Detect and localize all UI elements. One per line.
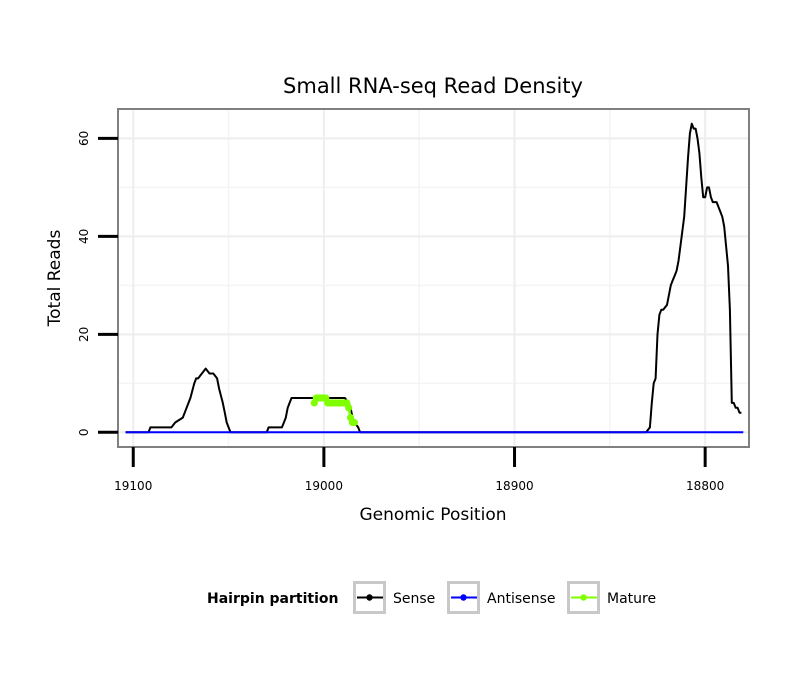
y-tick-label: 60 <box>77 131 91 146</box>
legend-point-sense <box>366 594 373 601</box>
x-tick-label: 18900 <box>495 479 533 493</box>
legend-label-antisense: Antisense <box>487 591 556 607</box>
legend: Hairpin partition Sense Antisense Mature <box>207 581 656 614</box>
x-tick-label: 19000 <box>305 479 343 493</box>
data-point-mature <box>350 418 358 427</box>
chart-title: Small RNA-seq Read Density <box>283 74 583 98</box>
y-axis-title: Total Reads <box>45 230 65 328</box>
legend-label-mature: Mature <box>607 591 656 607</box>
x-tick-label: 19100 <box>114 479 152 493</box>
legend-label-sense: Sense <box>393 591 435 607</box>
x-axis-title: Genomic Position <box>359 505 506 525</box>
legend-point-mature <box>580 594 587 601</box>
data-point-mature <box>345 404 353 412</box>
y-tick-label: 40 <box>77 229 91 244</box>
y-tick-label: 0 <box>77 428 91 436</box>
x-axis: 19100 19000 18900 18800 <box>114 447 724 493</box>
x-tick-label: 18800 <box>686 479 724 493</box>
y-tick-label: 20 <box>77 327 91 342</box>
legend-point-antisense <box>460 594 467 601</box>
series-line-sense <box>125 122 742 434</box>
y-axis: 0 20 40 60 <box>77 131 118 436</box>
plot-panel <box>118 109 749 447</box>
series-group <box>125 122 744 434</box>
legend-title: Hairpin partition <box>207 591 338 607</box>
plot-border <box>117 108 750 448</box>
